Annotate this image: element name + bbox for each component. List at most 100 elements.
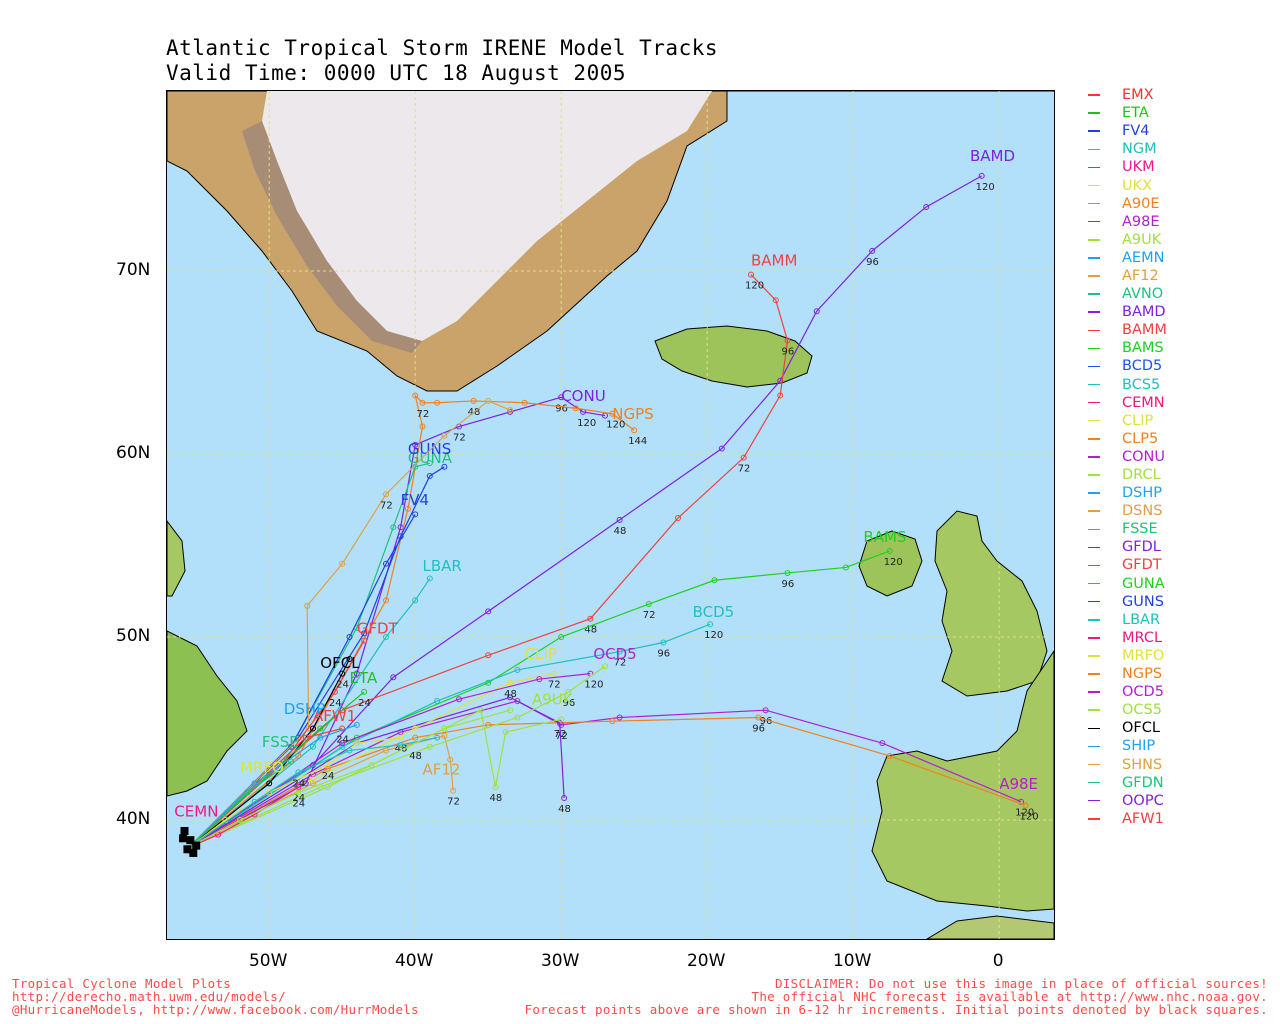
forecast-point: [609, 718, 616, 725]
initial-point-square: [180, 826, 189, 835]
legend-label: DSHP: [1122, 485, 1163, 502]
legend-swatch: [1088, 763, 1100, 766]
legend-item: MRCL: [1088, 629, 1278, 647]
legend-label: CLIP: [1122, 412, 1154, 429]
track-line: [188, 665, 606, 848]
forecast-point: [616, 714, 623, 721]
legend-label: CLP5: [1122, 430, 1159, 447]
forecast-point: [412, 597, 419, 604]
legend-label: SHIP: [1122, 738, 1156, 755]
track-a90e: 96 120: [188, 714, 1039, 848]
forecast-hour-label: 120: [976, 182, 995, 193]
legend-swatch: [1088, 799, 1100, 802]
forecast-point: [772, 297, 779, 304]
forecast-point: [879, 740, 886, 747]
model-end-label: A9UK: [532, 691, 574, 709]
forecast-point: [536, 676, 543, 683]
legend-swatch: [1088, 438, 1100, 440]
map-panel[interactable]: 48 96 120 BAMD 48 72 96 120 BAMM 72 96 120 BAMS 72 96 1…: [166, 90, 1055, 940]
forecast-point: [485, 397, 492, 404]
legend-swatch: [1088, 564, 1100, 567]
footer-site-url[interactable]: http://derecho.math.uwm.edu/models/: [12, 989, 286, 1004]
forecast-point: [426, 743, 433, 750]
lat-label: 50N: [116, 626, 151, 646]
legend-label: CEMN: [1122, 394, 1165, 411]
legend-item: BAMS: [1088, 339, 1278, 357]
forecast-point: [361, 637, 368, 644]
forecast-point: [507, 679, 514, 686]
greenland-ice-shade: [242, 121, 422, 353]
legend-label: GFDL: [1122, 539, 1161, 556]
lat-label: 60N: [116, 443, 151, 463]
forecast-point: [244, 789, 251, 796]
legend-label: BCD5: [1122, 358, 1163, 375]
legend-item: GFDT: [1088, 556, 1278, 574]
forecast-point: [616, 648, 623, 655]
track-line: [188, 760, 292, 848]
legend-item: AFW1: [1088, 810, 1278, 828]
forecast-point: [383, 491, 389, 498]
model-end-label: BAMS: [863, 528, 906, 546]
model-end-label: OCD5: [593, 645, 636, 663]
forecast-point: [784, 337, 791, 344]
lat-label: 70N: [116, 260, 151, 280]
canada-land: [167, 630, 248, 797]
forecast-hour-label: 72: [738, 464, 751, 475]
forecast-point: [353, 740, 360, 747]
legend-swatch: [1088, 365, 1100, 368]
track-mrfo: 24 48 MRFO: [188, 734, 407, 848]
model-end-label: GUNA: [408, 449, 453, 467]
track-line: [188, 786, 299, 848]
forecast-hour-label: 120: [1019, 811, 1038, 822]
forecast-point: [361, 630, 368, 637]
legend-swatch: [1088, 166, 1100, 169]
legend-label: BAMS: [1122, 340, 1164, 357]
model-end-label: CLIP: [525, 645, 557, 663]
model-end-label: CONU: [561, 387, 605, 405]
footer-social[interactable]: @HurricaneModels, http://www.facebook.co…: [12, 1002, 419, 1017]
forecast-point: [353, 670, 360, 677]
legend-label: BCS5: [1122, 376, 1161, 393]
north-africa: [926, 915, 1054, 939]
forecast-hour-label: 24: [336, 680, 349, 691]
legend-item: CONU: [1088, 448, 1278, 466]
forecast-point: [923, 203, 930, 210]
forecast-point: [288, 758, 295, 765]
forecast-hour-label: 72: [643, 610, 656, 621]
model-end-label: AFW1: [313, 707, 356, 725]
legend-label: A98E: [1122, 213, 1160, 230]
legend-swatch: [1088, 456, 1100, 458]
valid-time: Valid Time: 0000 UTC 18 August 2005: [166, 61, 627, 85]
legend-item: A9UK: [1088, 231, 1278, 249]
forecast-point: [426, 575, 433, 582]
legend-item: FSSE: [1088, 520, 1278, 538]
forecast-point: [266, 780, 273, 787]
legend-item: GUNS: [1088, 593, 1278, 611]
forecast-point: [324, 765, 331, 772]
track-a9uk: 24: [188, 707, 514, 848]
track-line: [188, 623, 711, 848]
forecast-point: [339, 740, 346, 747]
legend-label: DRCL: [1122, 467, 1161, 484]
model-end-label: BAMM: [751, 252, 797, 270]
forecast-point: [514, 714, 521, 721]
legend-label: ETA: [1122, 105, 1149, 122]
track-line: [188, 737, 438, 848]
legend-swatch: [1088, 510, 1100, 512]
forecast-point: [441, 725, 448, 732]
legend-item: MRFO: [1088, 647, 1278, 665]
forecast-point: [412, 725, 419, 732]
legend-swatch: [1088, 600, 1100, 603]
lat-label: 40N: [116, 809, 151, 829]
legend-swatch: [1088, 148, 1100, 151]
legend-swatch: [1088, 275, 1100, 277]
legend-swatch: [1088, 492, 1100, 494]
forecast-point: [302, 734, 309, 741]
forecast-point: [404, 505, 411, 512]
legend-item: AVNO: [1088, 285, 1278, 303]
forecast-point: [288, 743, 295, 750]
forecast-point: [390, 524, 397, 531]
forecast-point: [561, 795, 568, 802]
